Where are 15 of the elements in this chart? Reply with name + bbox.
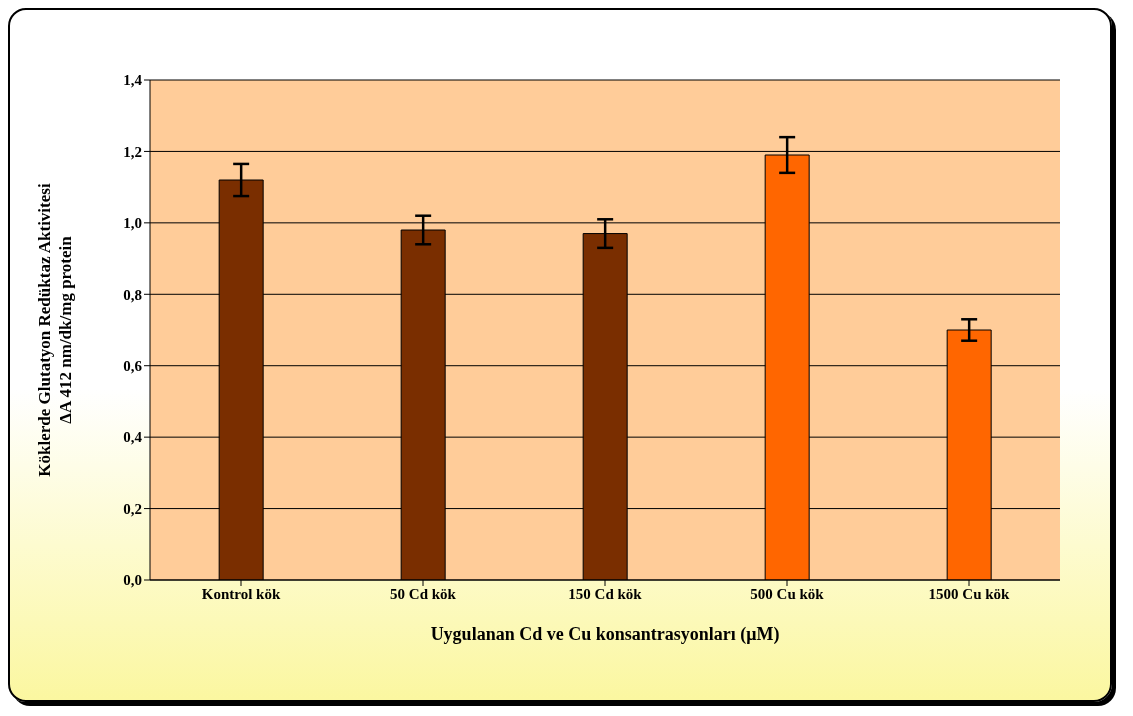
y-tick-label: 0,6 xyxy=(123,358,143,375)
y-tick-label: 1,4 xyxy=(123,72,143,89)
x-tick-label: Kontrol kök xyxy=(201,585,281,602)
y-tick-label: 0,0 xyxy=(123,572,142,589)
y-tick-label: 1,0 xyxy=(123,215,142,232)
y-tick-label: 0,2 xyxy=(123,500,142,517)
y-axis-title: Köklerde Glutatyon Redüktaz Aktivitesi ΔA 412 nm/dk/mg protein xyxy=(35,183,75,477)
x-tick-label: 150 Cd kök xyxy=(568,585,643,602)
x-tick-label: 1500 Cu kök xyxy=(928,585,1011,602)
y-tick-label: 0,4 xyxy=(123,429,143,446)
y-tick-label: 0,8 xyxy=(123,286,142,303)
x-axis-title: Uygulanan Cd ve Cu konsantrasyonları (μM) xyxy=(430,624,780,645)
x-tick-label: 50 Cd kök xyxy=(390,585,457,602)
x-tick-label: 500 Cu kök xyxy=(750,585,825,602)
y-tick-label: 1,2 xyxy=(123,143,142,160)
